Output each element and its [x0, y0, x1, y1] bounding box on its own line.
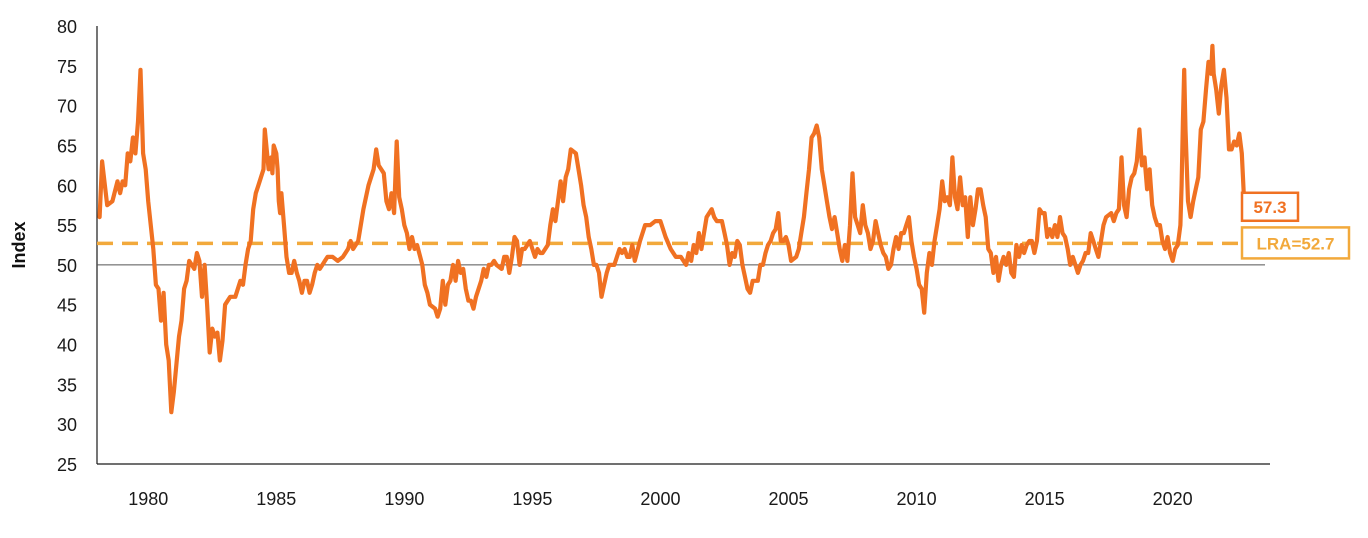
- y-tick-label: 45: [57, 296, 77, 316]
- x-tick-label: 2010: [897, 489, 937, 509]
- x-tick-label: 2015: [1025, 489, 1065, 509]
- x-tick-label: 2020: [1153, 489, 1193, 509]
- x-tick-labels: 1980 1985 1990 1995 2000 2005 2010 2015 2020: [128, 489, 1193, 509]
- x-tick-label: 1980: [128, 489, 168, 509]
- x-tick-label: 1990: [384, 489, 424, 509]
- y-tick-label: 75: [57, 57, 77, 77]
- last-value-label: 57.3: [1253, 198, 1286, 217]
- x-tick-label: 2005: [768, 489, 808, 509]
- lra-label-box: [1240, 226, 1351, 260]
- y-tick-label: 65: [57, 136, 77, 156]
- y-tick-label: 55: [57, 216, 77, 236]
- annotations: 57.3 LRA=52.7: [1240, 191, 1351, 260]
- x-tick-label: 2000: [640, 489, 680, 509]
- lra-label: LRA=52.7: [1257, 234, 1335, 253]
- y-tick-labels: 25 30 35 40 45 50 55 60 65 70 75 80: [57, 17, 77, 475]
- x-tick-label: 1995: [512, 489, 552, 509]
- last-value-box: [1240, 191, 1300, 223]
- y-tick-label: 40: [57, 336, 77, 356]
- x-tick-label: 1985: [256, 489, 296, 509]
- index-series-line: [97, 43, 1247, 415]
- y-tick-label: 30: [57, 415, 77, 435]
- y-tick-label: 25: [57, 455, 77, 475]
- y-tick-label: 50: [57, 256, 77, 276]
- y-tick-label: 60: [57, 176, 77, 196]
- y-tick-label: 70: [57, 97, 77, 117]
- y-tick-label: 35: [57, 375, 77, 395]
- y-axis-label: Index: [9, 221, 29, 268]
- series-group: [97, 43, 1247, 415]
- y-tick-label: 80: [57, 17, 77, 37]
